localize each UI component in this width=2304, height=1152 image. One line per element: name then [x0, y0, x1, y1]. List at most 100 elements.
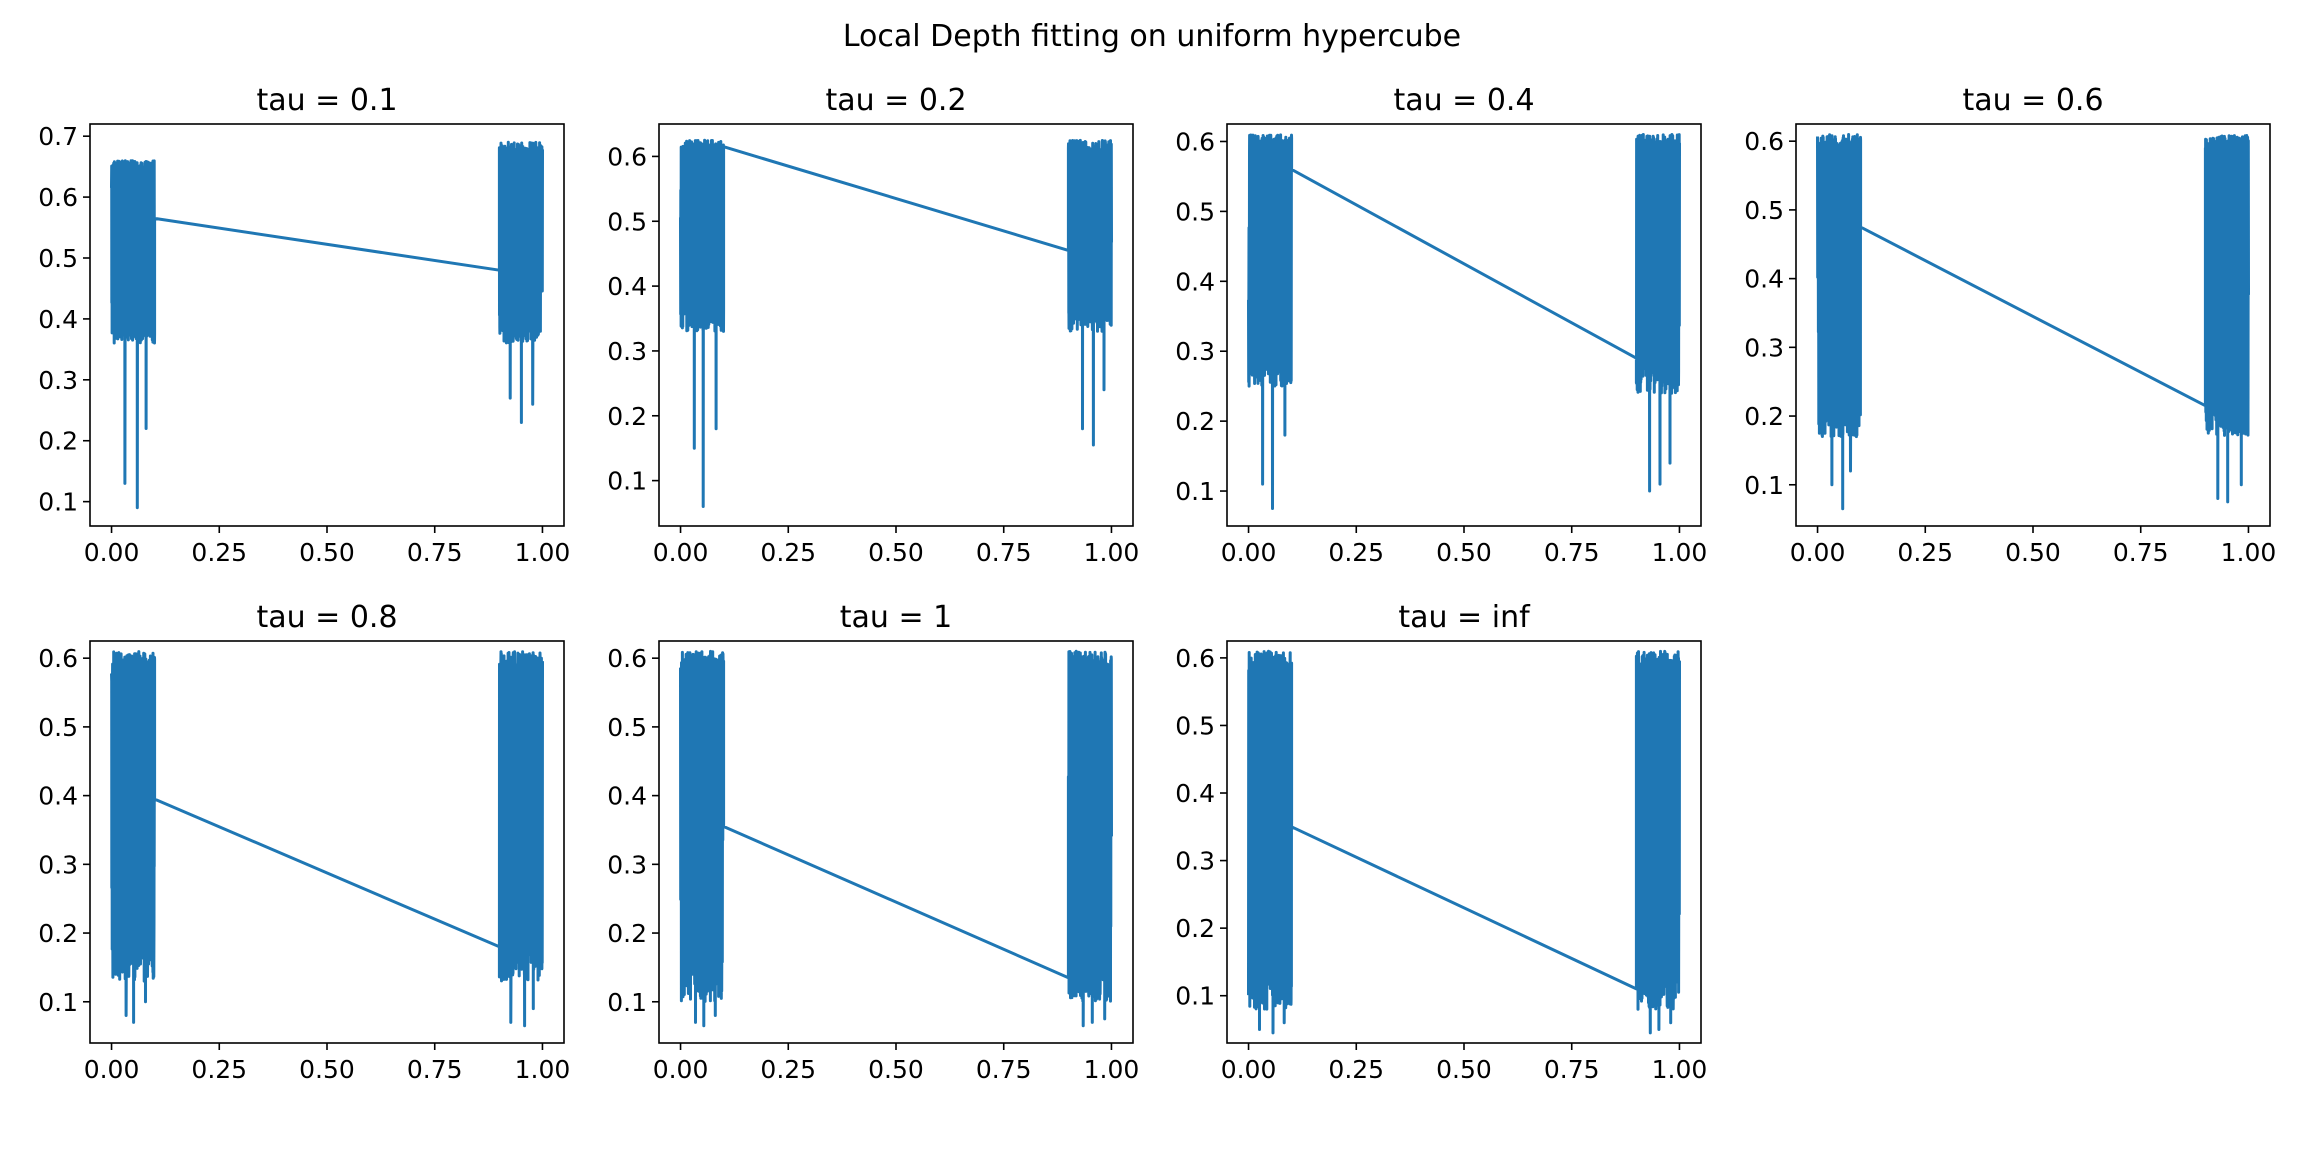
y-tick-label: 0.3: [1175, 337, 1215, 366]
y-tick-label: 0.3: [1744, 333, 1784, 362]
y-tick-label: 0.7: [38, 122, 78, 151]
subplot: tau = 0.6 0.00 0.25 0.50 0.75 1.00 0.1 0.2 0.3 0.…: [1744, 83, 2276, 567]
y-tick-label: 0.6: [38, 644, 78, 673]
x-tick-label: 0.25: [191, 538, 247, 567]
subplot: tau = 1 0.00 0.25 0.50 0.75 1.00 0.1 0.2 0.3 0.4 0…: [607, 600, 1139, 1084]
subplot: tau = 0.4 0.00 0.25 0.50 0.75 1.00 0.1 0.2 0.3 0.…: [1175, 83, 1707, 567]
y-tick-label: 0.4: [38, 305, 78, 334]
y-tick-label: 0.4: [38, 782, 78, 811]
subplot-title: tau = 0.1: [256, 83, 397, 118]
x-tick-label: 0.25: [191, 1055, 247, 1084]
x-tick-label: 1.00: [1084, 538, 1140, 567]
x-tick-label: 1.00: [515, 538, 571, 567]
y-tick-label: 0.4: [607, 782, 647, 811]
x-tick-label: 0.75: [407, 538, 463, 567]
x-tick-label: 0.00: [84, 538, 140, 567]
y-tick-label: 0.6: [607, 644, 647, 673]
series-line: [1247, 133, 1681, 510]
y-tick-label: 0.6: [1175, 644, 1215, 673]
y-tick-label: 0.4: [1175, 267, 1215, 296]
x-tick-label: 0.25: [1897, 538, 1953, 567]
y-tick-label: 0.2: [1175, 407, 1215, 436]
y-tick-label: 0.6: [607, 142, 647, 171]
series-line: [679, 649, 1113, 1028]
axes-frame: [1226, 640, 1702, 1044]
subplot-title: tau = 0.6: [1962, 83, 2103, 118]
series-line: [679, 138, 1113, 508]
axes-frame: [1226, 123, 1702, 527]
x-tick-label: 0.50: [2005, 538, 2061, 567]
x-tick-label: 0.25: [760, 538, 816, 567]
y-tick-label: 0.1: [38, 988, 78, 1017]
y-tick-label: 0.1: [607, 988, 647, 1017]
y-tick-label: 0.1: [1744, 471, 1784, 500]
y-tick-label: 0.5: [38, 244, 78, 273]
x-tick-label: 1.00: [1084, 1055, 1140, 1084]
x-tick-label: 1.00: [2221, 538, 2277, 567]
subplot: tau = 0.8 0.00 0.25 0.50 0.75 1.00 0.1 0.2 0.3 0.…: [38, 600, 570, 1084]
y-tick-label: 0.5: [1175, 711, 1215, 740]
subplot-title: tau = 0.2: [825, 83, 966, 118]
y-tick-label: 0.5: [1744, 196, 1784, 225]
y-tick-label: 0.3: [607, 337, 647, 366]
x-tick-label: 0.75: [407, 1055, 463, 1084]
x-tick-label: 0.50: [1436, 1055, 1492, 1084]
x-tick-label: 0.25: [1328, 1055, 1384, 1084]
series-line: [110, 140, 544, 510]
y-tick-label: 0.2: [38, 919, 78, 948]
x-tick-label: 0.50: [868, 1055, 924, 1084]
y-tick-label: 0.6: [38, 183, 78, 212]
figure-title: Local Depth fitting on uniform hypercube: [843, 19, 1461, 54]
y-tick-label: 0.2: [1744, 402, 1784, 431]
subplot: tau = 0.2 0.00 0.25 0.50 0.75 1.00 0.1 0.2 0.3 0.…: [607, 83, 1139, 567]
y-tick-label: 0.2: [38, 427, 78, 456]
y-tick-label: 0.2: [607, 402, 647, 431]
y-tick-label: 0.6: [1744, 127, 1784, 156]
x-tick-label: 0.50: [1436, 538, 1492, 567]
x-tick-label: 0.50: [299, 1055, 355, 1084]
x-tick-label: 0.00: [653, 1055, 709, 1084]
subplot-title: tau = 0.4: [1393, 83, 1534, 118]
x-tick-label: 0.25: [760, 1055, 816, 1084]
y-tick-label: 0.5: [607, 713, 647, 742]
x-tick-label: 1.00: [515, 1055, 571, 1084]
y-tick-label: 0.2: [1175, 914, 1215, 943]
x-tick-label: 0.75: [2113, 538, 2169, 567]
axes-frame: [1795, 123, 2271, 527]
x-tick-label: 0.75: [976, 538, 1032, 567]
y-tick-label: 0.1: [607, 467, 647, 496]
series-line: [1247, 649, 1681, 1035]
series-line: [1816, 133, 2250, 511]
subplot-title: tau = 0.8: [256, 600, 397, 635]
subplot: tau = 0.1 0.00 0.25 0.50 0.75 1.00 0.1 0.2 0.3 0.…: [38, 83, 570, 567]
x-tick-label: 0.50: [299, 538, 355, 567]
x-tick-label: 0.75: [1544, 1055, 1600, 1084]
x-tick-label: 0.00: [84, 1055, 140, 1084]
y-tick-label: 0.6: [1175, 127, 1215, 156]
x-tick-label: 0.75: [1544, 538, 1600, 567]
x-tick-label: 0.00: [1221, 538, 1277, 567]
y-tick-label: 0.3: [607, 850, 647, 879]
axes-frame: [658, 640, 1134, 1044]
y-tick-label: 0.1: [38, 488, 78, 517]
subplot-title: tau = 1: [840, 600, 952, 635]
x-tick-label: 0.00: [653, 538, 709, 567]
y-tick-label: 0.4: [607, 272, 647, 301]
axes-frame: [658, 123, 1134, 527]
subplot: tau = inf 0.00 0.25 0.50 0.75 1.00 0.1 0.2 0.3 0.…: [1175, 600, 1707, 1084]
y-tick-label: 0.1: [1175, 982, 1215, 1011]
x-tick-label: 0.00: [1221, 1055, 1277, 1084]
y-tick-label: 0.3: [1175, 847, 1215, 876]
y-tick-label: 0.1: [1175, 477, 1215, 506]
y-tick-label: 0.5: [38, 713, 78, 742]
y-tick-label: 0.5: [1175, 197, 1215, 226]
x-tick-label: 0.75: [976, 1055, 1032, 1084]
x-tick-label: 0.00: [1790, 538, 1846, 567]
x-tick-label: 0.25: [1328, 538, 1384, 567]
x-tick-label: 0.50: [868, 538, 924, 567]
axes-frame: [89, 640, 565, 1044]
y-tick-label: 0.2: [607, 919, 647, 948]
y-tick-label: 0.5: [607, 207, 647, 236]
axes-frame: [89, 123, 565, 527]
